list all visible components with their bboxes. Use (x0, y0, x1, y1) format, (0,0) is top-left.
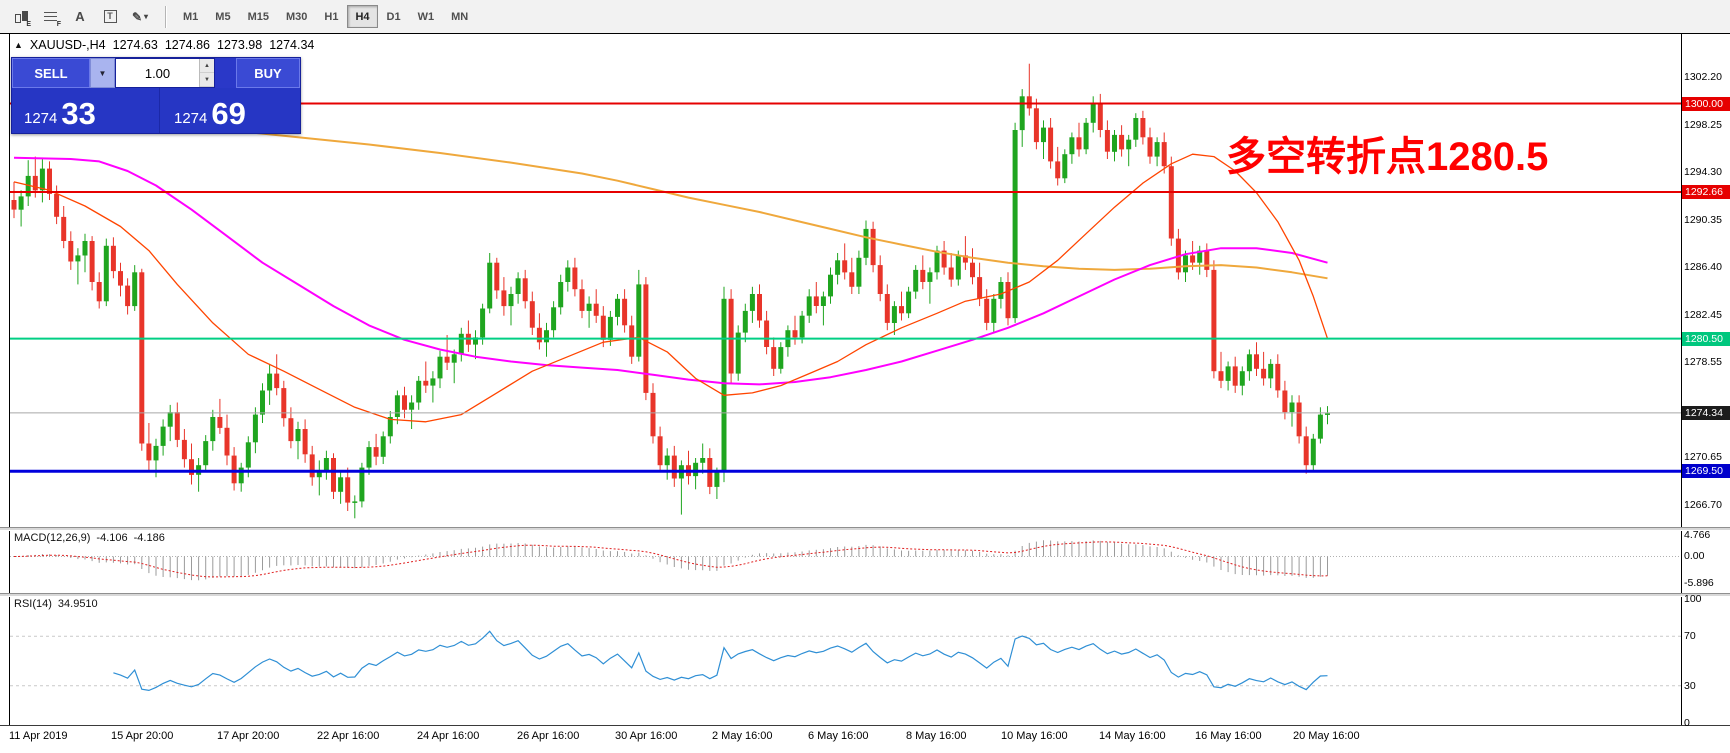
sell-price-fraction: 33 (61, 96, 96, 131)
price-badge-1280.50: 1280.50 (1682, 331, 1730, 346)
toolbar-separator (165, 5, 166, 28)
time-axis-label: 24 Apr 16:00 (417, 730, 480, 742)
quote-open: 1274.63 (112, 38, 158, 52)
time-axis-label: 14 May 16:00 (1099, 730, 1166, 742)
quote-line: ▲ XAUUSD-,H4 1274.63 1274.86 1273.98 127… (14, 38, 314, 52)
volume-box: ▲ ▼ (115, 58, 215, 88)
time-axis-label: 22 Apr 16:00 (317, 730, 380, 742)
timeframe-button-m1[interactable]: M1 (183, 10, 199, 23)
sell-button[interactable]: SELL (12, 58, 90, 88)
macd-signal-value: -4.186 (133, 532, 165, 544)
sell-price-main: 1274 (24, 110, 58, 127)
timeframe-button-m5[interactable]: M5 (215, 10, 231, 23)
timeframe-button-m15[interactable]: M15 (247, 10, 269, 23)
toolbar: E F A T ✎ ▾ M1 M5 M15 M30 H1 H4 D1 W1 MN (0, 0, 1730, 34)
chart-type-candlesticks-button[interactable]: E (6, 4, 34, 30)
chevron-down-icon: ▾ (144, 12, 149, 21)
rsi-axis-label: 70 (1684, 630, 1696, 643)
timeframe-button-m30[interactable]: M30 (285, 10, 308, 23)
macd-axis-label: 4.766 (1684, 529, 1711, 541)
price-axis-label: 1294.30 (1684, 166, 1722, 179)
price-badge-1292.66: 1292.66 (1682, 185, 1730, 200)
sell-price[interactable]: 1274 33 (12, 88, 159, 133)
chart-type-bars-button[interactable]: F (36, 4, 64, 30)
rsi-indicator-label: RSI(14) 34.9510 (14, 598, 98, 610)
price-badge-1269.50: 1269.50 (1682, 464, 1730, 479)
rsi-axis-label: 100 (1684, 593, 1702, 605)
buy-button[interactable]: BUY (236, 58, 300, 88)
time-axis-label: 15 Apr 20:00 (111, 730, 174, 742)
time-axis-label: 16 May 16:00 (1195, 730, 1262, 742)
time-axis-label: 10 May 16:00 (1001, 730, 1068, 742)
time-axis-label: 26 Apr 16:00 (517, 730, 580, 742)
time-axis-label: 20 May 16:00 (1293, 730, 1360, 742)
volume-spinner-down-icon[interactable]: ▼ (200, 73, 214, 87)
price-axis-label: 1270.65 (1684, 451, 1722, 464)
buy-price-main: 1274 (174, 110, 208, 127)
price-badge-1274.34: 1274.34 (1682, 405, 1730, 420)
rsi-panel-splitter[interactable] (0, 593, 1730, 597)
volume-dropdown-button[interactable]: ▼ (90, 58, 115, 88)
time-axis-label: 30 Apr 16:00 (615, 730, 678, 742)
price-axis-border (1681, 34, 1682, 725)
buy-price[interactable]: 1274 69 (159, 88, 300, 133)
price-axis-label: 1278.55 (1684, 356, 1722, 369)
timeframe-button-d1[interactable]: D1 (386, 10, 401, 23)
time-axis-border (0, 725, 1730, 726)
one-click-trading-panel: SELL ▼ ▲ ▼ BUY 1274 33 1274 69 (11, 57, 301, 134)
timeframe-button-mn[interactable]: MN (451, 10, 469, 23)
volume-spinner-up-icon[interactable]: ▲ (200, 59, 214, 73)
macd-axis-label: 0.00 (1684, 550, 1705, 563)
price-axis-label: 1290.35 (1684, 213, 1722, 226)
timeframe-button-w1[interactable]: W1 (417, 10, 435, 23)
price-axis-label: 1302.20 (1684, 71, 1722, 83)
macd-panel-splitter[interactable] (0, 527, 1730, 531)
pencil-icon: ✎ (131, 9, 143, 24)
price-axis-label: 1298.25 (1684, 118, 1722, 131)
chart-left-border (9, 34, 10, 725)
rsi-axis-label: 0 (1684, 717, 1690, 729)
quote-close: 1274.34 (269, 38, 315, 52)
timeframe-button-h4[interactable]: H4 (347, 5, 378, 28)
macd-indicator-label: MACD(12,26,9) -4.106 -4.186 (14, 532, 165, 544)
buy-price-fraction: 69 (211, 96, 246, 131)
time-axis-label: 2 May 16:00 (712, 730, 773, 742)
macd-main-value: -4.106 (96, 532, 128, 544)
frame-tool-button[interactable]: T (96, 4, 124, 30)
quote-high: 1274.86 (164, 38, 211, 52)
text-tool-button[interactable]: A (75, 9, 85, 24)
symbol-timeframe-label: XAUUSD-,H4 (29, 38, 106, 52)
volume-input[interactable] (116, 59, 199, 87)
drawing-tool-button[interactable]: ✎ ▾ (126, 4, 154, 30)
timeframe-buttons-group: M1 M5 M15 M30 H1 H4 D1 W1 MN (175, 5, 477, 28)
tool-buttons-group: E F A T ✎ ▾ (6, 4, 156, 30)
frame-icon: T (103, 10, 117, 23)
price-axis-label: 1282.45 (1684, 309, 1722, 322)
macd-name: MACD(12,26,9) (14, 532, 91, 544)
time-axis-label: 17 Apr 20:00 (217, 730, 280, 742)
macd-axis-label: -5.896 (1684, 577, 1714, 589)
candlestick-chart-icon (13, 10, 28, 24)
bar-chart-icon (43, 11, 57, 22)
price-axis-label: 1286.40 (1684, 261, 1722, 274)
rsi-value: 34.9510 (57, 598, 98, 610)
chart-text-annotation: 多空转折点1280.5 (1226, 135, 1549, 179)
one-click-panel-toggle-icon[interactable]: ▲ (14, 40, 23, 50)
time-axis-label: 6 May 16:00 (808, 730, 869, 742)
rsi-axis-label: 30 (1684, 679, 1696, 692)
time-axis-label: 11 Apr 2019 (9, 730, 68, 742)
timeframe-button-h1[interactable]: H1 (324, 10, 339, 23)
quote-low: 1273.98 (217, 38, 263, 52)
price-axis-label: 1266.70 (1684, 499, 1722, 511)
price-badge-1300.00: 1300.00 (1682, 96, 1730, 111)
time-axis-label: 8 May 16:00 (906, 730, 967, 742)
rsi-name: RSI(14) (14, 598, 52, 610)
volume-spinner: ▲ ▼ (199, 59, 214, 87)
